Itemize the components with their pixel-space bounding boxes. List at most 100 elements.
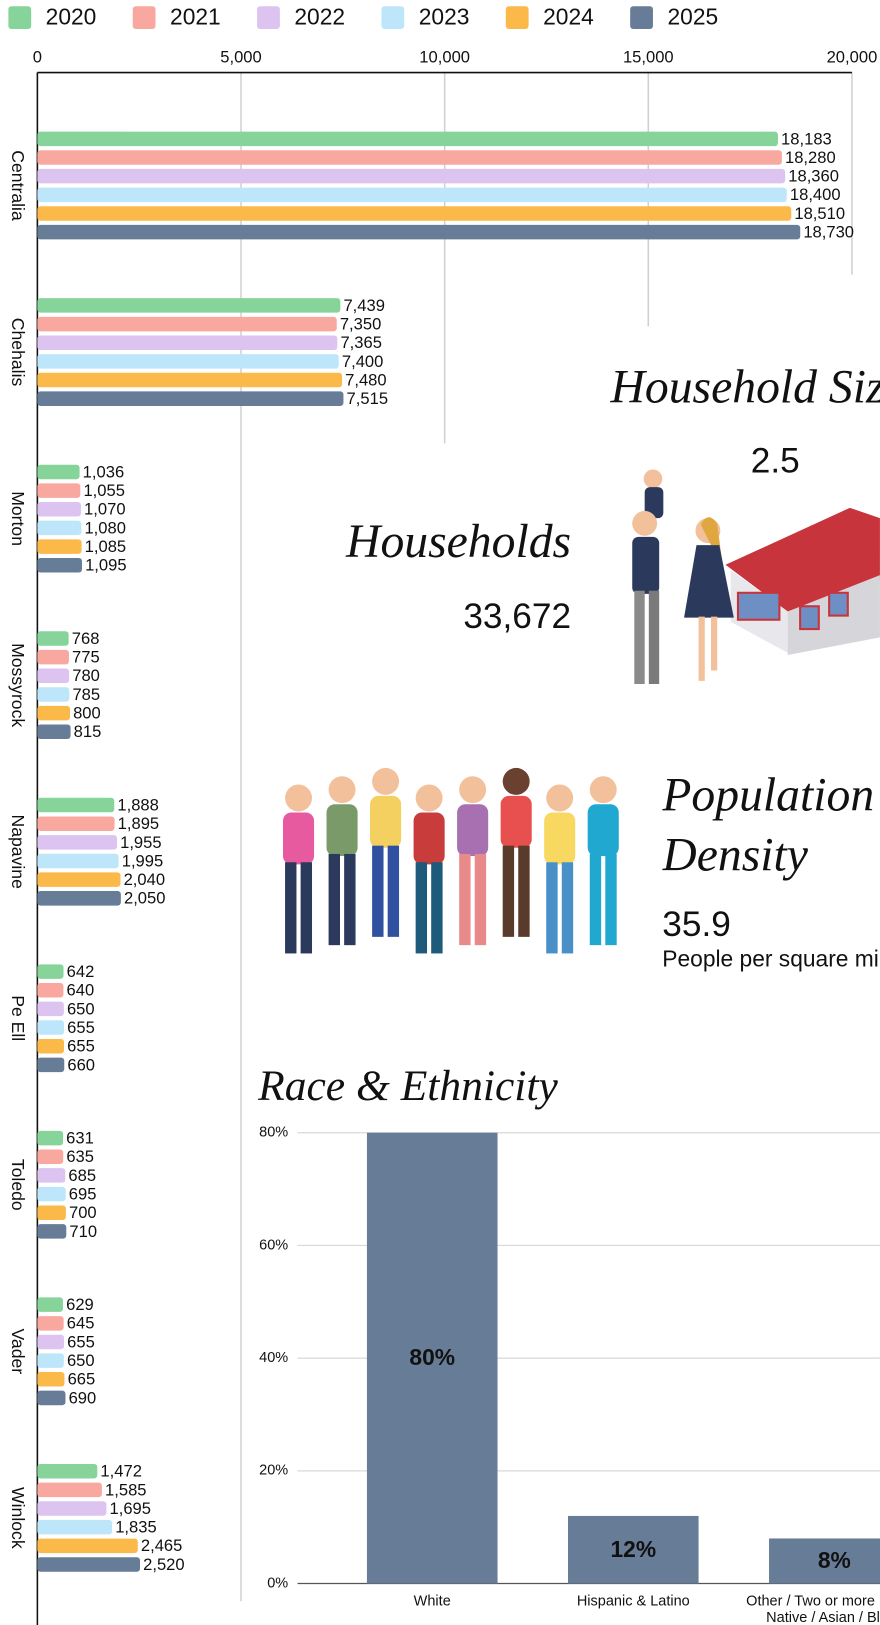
- bar: [37, 964, 63, 979]
- value-label: 1,095: [85, 556, 126, 575]
- value-label: 2,040: [124, 870, 166, 889]
- bar: [37, 835, 117, 850]
- value-label: 631: [66, 1129, 94, 1148]
- person-leg: [301, 862, 312, 953]
- person-head: [546, 785, 573, 812]
- bar: [37, 854, 118, 869]
- legend-swatch: [257, 6, 280, 29]
- person-leg: [546, 862, 557, 953]
- value-label: 640: [67, 981, 95, 1000]
- x-tick-label: 20,000: [827, 47, 878, 66]
- legend-swatch: [381, 6, 404, 29]
- value-label: 12%: [610, 1536, 656, 1562]
- value-label: 1,995: [122, 851, 164, 870]
- y-tick-label: 20%: [259, 1463, 288, 1479]
- population-density-value: 35.9: [662, 905, 731, 944]
- value-label: 685: [68, 1166, 96, 1185]
- bar: [37, 1224, 66, 1239]
- value-label: 1,472: [100, 1462, 142, 1481]
- father-head: [632, 511, 657, 536]
- x-tick-label: 5,000: [220, 47, 262, 66]
- bar: [37, 1020, 64, 1035]
- bar: [37, 1150, 63, 1165]
- bar: [37, 391, 343, 406]
- page: Household Size 2.5 Households 33,672 Pop…: [0, 0, 880, 1625]
- value-label: 655: [67, 1037, 95, 1056]
- value-label: 18,280: [785, 148, 836, 167]
- bar: [37, 169, 785, 184]
- legend-label: 2023: [419, 4, 470, 30]
- value-label: 2,520: [143, 1555, 185, 1574]
- chart-title: Race & Ethnicity: [257, 1062, 558, 1110]
- bar: [37, 1464, 97, 1479]
- person-body: [457, 804, 488, 856]
- person-leg: [590, 854, 601, 945]
- person-leg: [503, 846, 514, 937]
- mother-dress: [684, 545, 734, 618]
- y-tick-label: 60%: [259, 1237, 288, 1253]
- value-label: 635: [66, 1147, 94, 1166]
- value-label: 629: [66, 1295, 94, 1314]
- person-head: [372, 768, 399, 795]
- bar: [37, 354, 338, 369]
- value-label: 660: [67, 1055, 95, 1074]
- bar: [37, 373, 342, 388]
- bar: [37, 725, 70, 740]
- value-label: 700: [69, 1203, 97, 1222]
- x-tick-label: Hispanic & Latino: [533, 1592, 734, 1609]
- bar: [37, 1391, 65, 1406]
- households-value: 33,672: [463, 597, 571, 636]
- bar: [37, 206, 791, 221]
- bar: [37, 1039, 64, 1054]
- value-label: 7,439: [343, 296, 385, 315]
- value-label: 7,400: [342, 352, 384, 371]
- value-label: 768: [72, 629, 100, 648]
- population-density-title-box: Population Density: [662, 765, 880, 900]
- category-label: Centralia: [8, 150, 28, 221]
- legend-label: 2022: [294, 4, 345, 30]
- category-label: Morton: [8, 491, 28, 546]
- bar: [37, 1205, 66, 1220]
- value-label: 1,055: [83, 481, 125, 500]
- value-label: 1,585: [105, 1480, 147, 1499]
- x-tick-label: 0: [33, 47, 42, 66]
- value-label: 18,730: [803, 223, 854, 242]
- person-leg: [329, 854, 340, 945]
- crowd-illustration: [283, 768, 619, 954]
- value-label: 18,510: [794, 204, 845, 223]
- legend-label: 2021: [170, 4, 221, 30]
- y-tick-label: 40%: [259, 1350, 288, 1366]
- bar: [37, 132, 778, 147]
- population-density-unit: People per square mile: [662, 946, 880, 972]
- bar: [37, 521, 81, 536]
- bar: [37, 298, 340, 313]
- bar: [37, 1002, 63, 1017]
- bar: [37, 1187, 65, 1202]
- child-head: [644, 469, 663, 488]
- bar: [37, 188, 786, 203]
- value-label: 815: [74, 722, 102, 741]
- value-label: 695: [69, 1184, 97, 1203]
- category-label: Napavine: [8, 814, 28, 889]
- x-tick-label-box: White: [332, 1592, 533, 1625]
- y-tick-label: 0%: [267, 1575, 288, 1591]
- person-leg: [344, 854, 355, 945]
- bar: [37, 687, 69, 702]
- bar: [37, 1297, 63, 1312]
- mother-leg: [711, 617, 717, 671]
- value-label: 1,888: [117, 795, 158, 814]
- bar: [37, 1131, 63, 1146]
- value-label: 1,070: [84, 500, 125, 519]
- bar: [37, 1058, 64, 1073]
- population-density-title: Population Density: [662, 765, 880, 885]
- father-leg: [634, 591, 644, 684]
- bar: [37, 631, 68, 646]
- person-leg: [431, 862, 442, 953]
- value-label: 1,895: [118, 814, 160, 833]
- mother-leg: [699, 617, 705, 681]
- bar: [37, 1483, 102, 1498]
- households-title: Households: [345, 516, 571, 568]
- legend-label: 2020: [46, 4, 97, 30]
- person-body: [588, 804, 619, 856]
- bar: [37, 798, 114, 813]
